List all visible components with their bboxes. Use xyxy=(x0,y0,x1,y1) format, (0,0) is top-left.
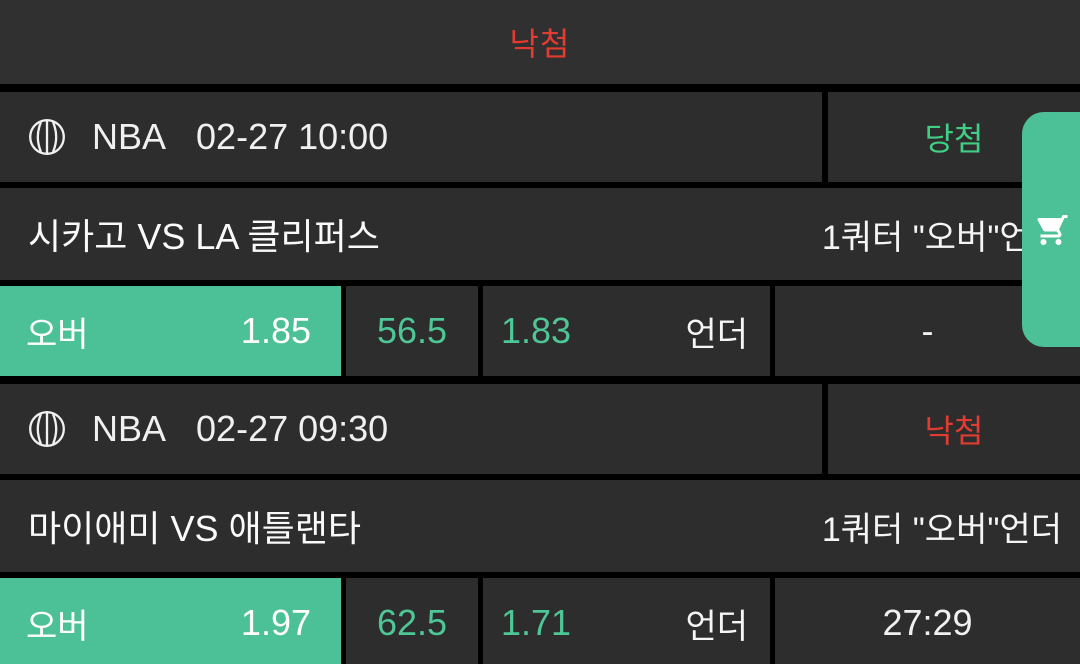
cart-icon xyxy=(1037,214,1068,245)
bet-status-badge: 당첨 xyxy=(822,92,1080,182)
under-option[interactable]: 1.71 언더 xyxy=(483,578,770,664)
under-label: 언더 xyxy=(685,607,748,646)
over-label: 오버 xyxy=(26,607,89,646)
under-odds: 1.83 xyxy=(501,310,572,351)
cart-tab-button[interactable] xyxy=(1022,112,1080,347)
match-datetime: 02-27 10:00 xyxy=(196,116,389,157)
league-info: NBA 02-27 09:30 xyxy=(0,384,822,474)
match-teams: 마이애미 VS 애틀랜타 xyxy=(28,508,361,549)
selected-over-option[interactable]: 오버 1.85 xyxy=(0,286,341,376)
basketball-icon xyxy=(29,411,65,447)
bet-status-badge: 낙첨 xyxy=(822,384,1080,474)
league-name: NBA xyxy=(92,408,167,449)
market-name: 1쿼터 "오버"언더 xyxy=(821,218,1062,257)
match-row: 마이애미 VS 애틀랜타 1쿼터 "오버"언더 xyxy=(0,480,1080,572)
over-odds: 1.97 xyxy=(240,602,311,643)
market-name: 1쿼터 "오버"언더 xyxy=(821,510,1062,549)
odds-row: 오버 1.85 56.5 1.83 언더 - xyxy=(0,286,1080,376)
match-score: 27:29 xyxy=(775,578,1080,664)
total-line-value: 62.5 xyxy=(346,578,478,664)
match-datetime: 02-27 09:30 xyxy=(196,408,389,449)
overall-result-label: 낙첨 xyxy=(509,26,571,62)
under-odds: 1.71 xyxy=(501,602,572,643)
league-row: NBA 02-27 10:00 당첨 xyxy=(0,92,1080,182)
bet-card: NBA 02-27 10:00 당첨 시카고 VS LA 클리퍼스 1쿼터 "오… xyxy=(0,92,1080,376)
match-teams: 시카고 VS LA 클리퍼스 xyxy=(28,216,380,257)
league-name: NBA xyxy=(92,116,167,157)
over-odds: 1.85 xyxy=(240,310,311,351)
bet-card: NBA 02-27 09:30 낙첨 마이애미 VS 애틀랜타 1쿼터 "오버"… xyxy=(0,384,1080,664)
bet-result-header: 낙첨 xyxy=(0,0,1080,84)
odds-row: 오버 1.97 62.5 1.71 언더 27:29 xyxy=(0,578,1080,664)
total-line-value: 56.5 xyxy=(346,286,478,376)
league-row: NBA 02-27 09:30 낙첨 xyxy=(0,384,1080,474)
league-info: NBA 02-27 10:00 xyxy=(0,92,822,182)
under-label: 언더 xyxy=(685,315,748,354)
over-label: 오버 xyxy=(26,315,89,354)
under-option[interactable]: 1.83 언더 xyxy=(483,286,770,376)
selected-over-option[interactable]: 오버 1.97 xyxy=(0,578,341,664)
match-row: 시카고 VS LA 클리퍼스 1쿼터 "오버"언더 xyxy=(0,188,1080,280)
basketball-icon xyxy=(29,119,65,155)
